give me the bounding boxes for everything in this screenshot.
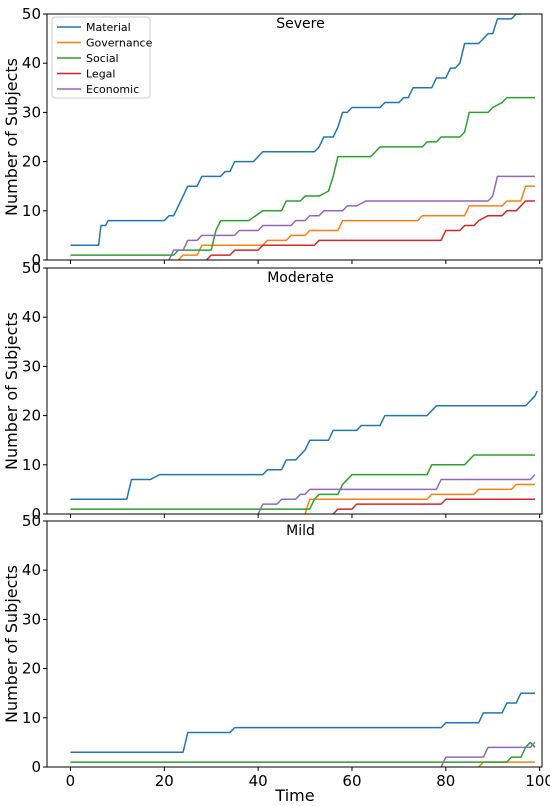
y-tick-label: 0 — [31, 251, 41, 269]
panel-severe: 0 10 20 30 40 50 Number of Subjects Severe Mater… — [2, 5, 543, 269]
y-axis-title: Number of Subjects — [2, 312, 21, 470]
series-group — [70, 692, 536, 767]
y-tick-label: 0 — [31, 505, 41, 523]
legend-label: Legal — [86, 68, 115, 81]
y-tick-label: 20 — [22, 407, 41, 425]
y-tick-label: 20 — [22, 153, 41, 171]
series-line-governance — [304, 483, 535, 514]
y-tick-label: 10 — [22, 709, 41, 727]
x-tick-label: 0 — [66, 772, 76, 790]
series-line-material — [70, 14, 521, 246]
legend-box — [51, 16, 151, 99]
series-line-legal — [205, 200, 535, 260]
legend-label: Governance — [86, 37, 153, 50]
series-line-economic — [257, 474, 536, 514]
plot-frame — [46, 13, 543, 261]
y-axis-title: Number of Subjects — [2, 58, 21, 216]
legend-label: Material — [86, 21, 131, 34]
x-tick-label: 20 — [155, 772, 174, 790]
panel-title: Severe — [276, 16, 324, 32]
y-tick-label: 20 — [22, 660, 41, 678]
panel-title: Mild — [286, 523, 315, 539]
y-tick-label: 30 — [22, 610, 41, 628]
plot-frame — [46, 267, 543, 515]
x-axis-title: Time — [274, 786, 314, 805]
y-tick-label: 50 — [22, 259, 41, 277]
legend: Material Governance Social Legal Economic — [51, 16, 153, 99]
series-line-legal — [332, 498, 535, 514]
y-tick-label: 50 — [22, 5, 41, 23]
y-tick-label: 50 — [22, 512, 41, 530]
legend-label: Social — [86, 52, 119, 65]
y-axis-title: Number of Subjects — [2, 565, 21, 723]
y-tick-label: 10 — [22, 456, 41, 474]
series-line-material — [70, 390, 538, 500]
series-group — [70, 14, 535, 260]
y-tick-label: 30 — [22, 357, 41, 375]
y-tick-label: 30 — [22, 103, 41, 121]
y-tick-label: 10 — [22, 202, 41, 220]
x-tick-label: 40 — [249, 772, 268, 790]
x-tick-label: 100 — [525, 772, 550, 790]
y-tick-label: 40 — [22, 308, 41, 326]
series-group — [70, 390, 538, 514]
series-line-economic — [440, 741, 536, 767]
series-line-governance — [177, 185, 535, 260]
panel-moderate: 0 10 20 30 40 50 Number of Subjects Moderate — [2, 259, 543, 523]
plot-frame — [46, 520, 543, 768]
x-tick-label: 60 — [342, 772, 361, 790]
legend-label: Economic — [86, 83, 139, 96]
panel-mild: 0 10 20 30 40 50 0 20 40 60 80 100 Number of Subject… — [2, 512, 550, 790]
y-tick-label: 0 — [31, 758, 41, 776]
y-tick-label: 40 — [22, 54, 41, 72]
series-line-economic — [168, 175, 535, 260]
series-line-social — [70, 741, 536, 763]
panel-title: Moderate — [267, 270, 334, 286]
series-line-social — [70, 96, 535, 256]
series-line-social — [70, 454, 535, 510]
series-line-material — [70, 692, 535, 753]
x-tick-label: 80 — [436, 772, 455, 790]
y-tick-label: 40 — [22, 561, 41, 579]
